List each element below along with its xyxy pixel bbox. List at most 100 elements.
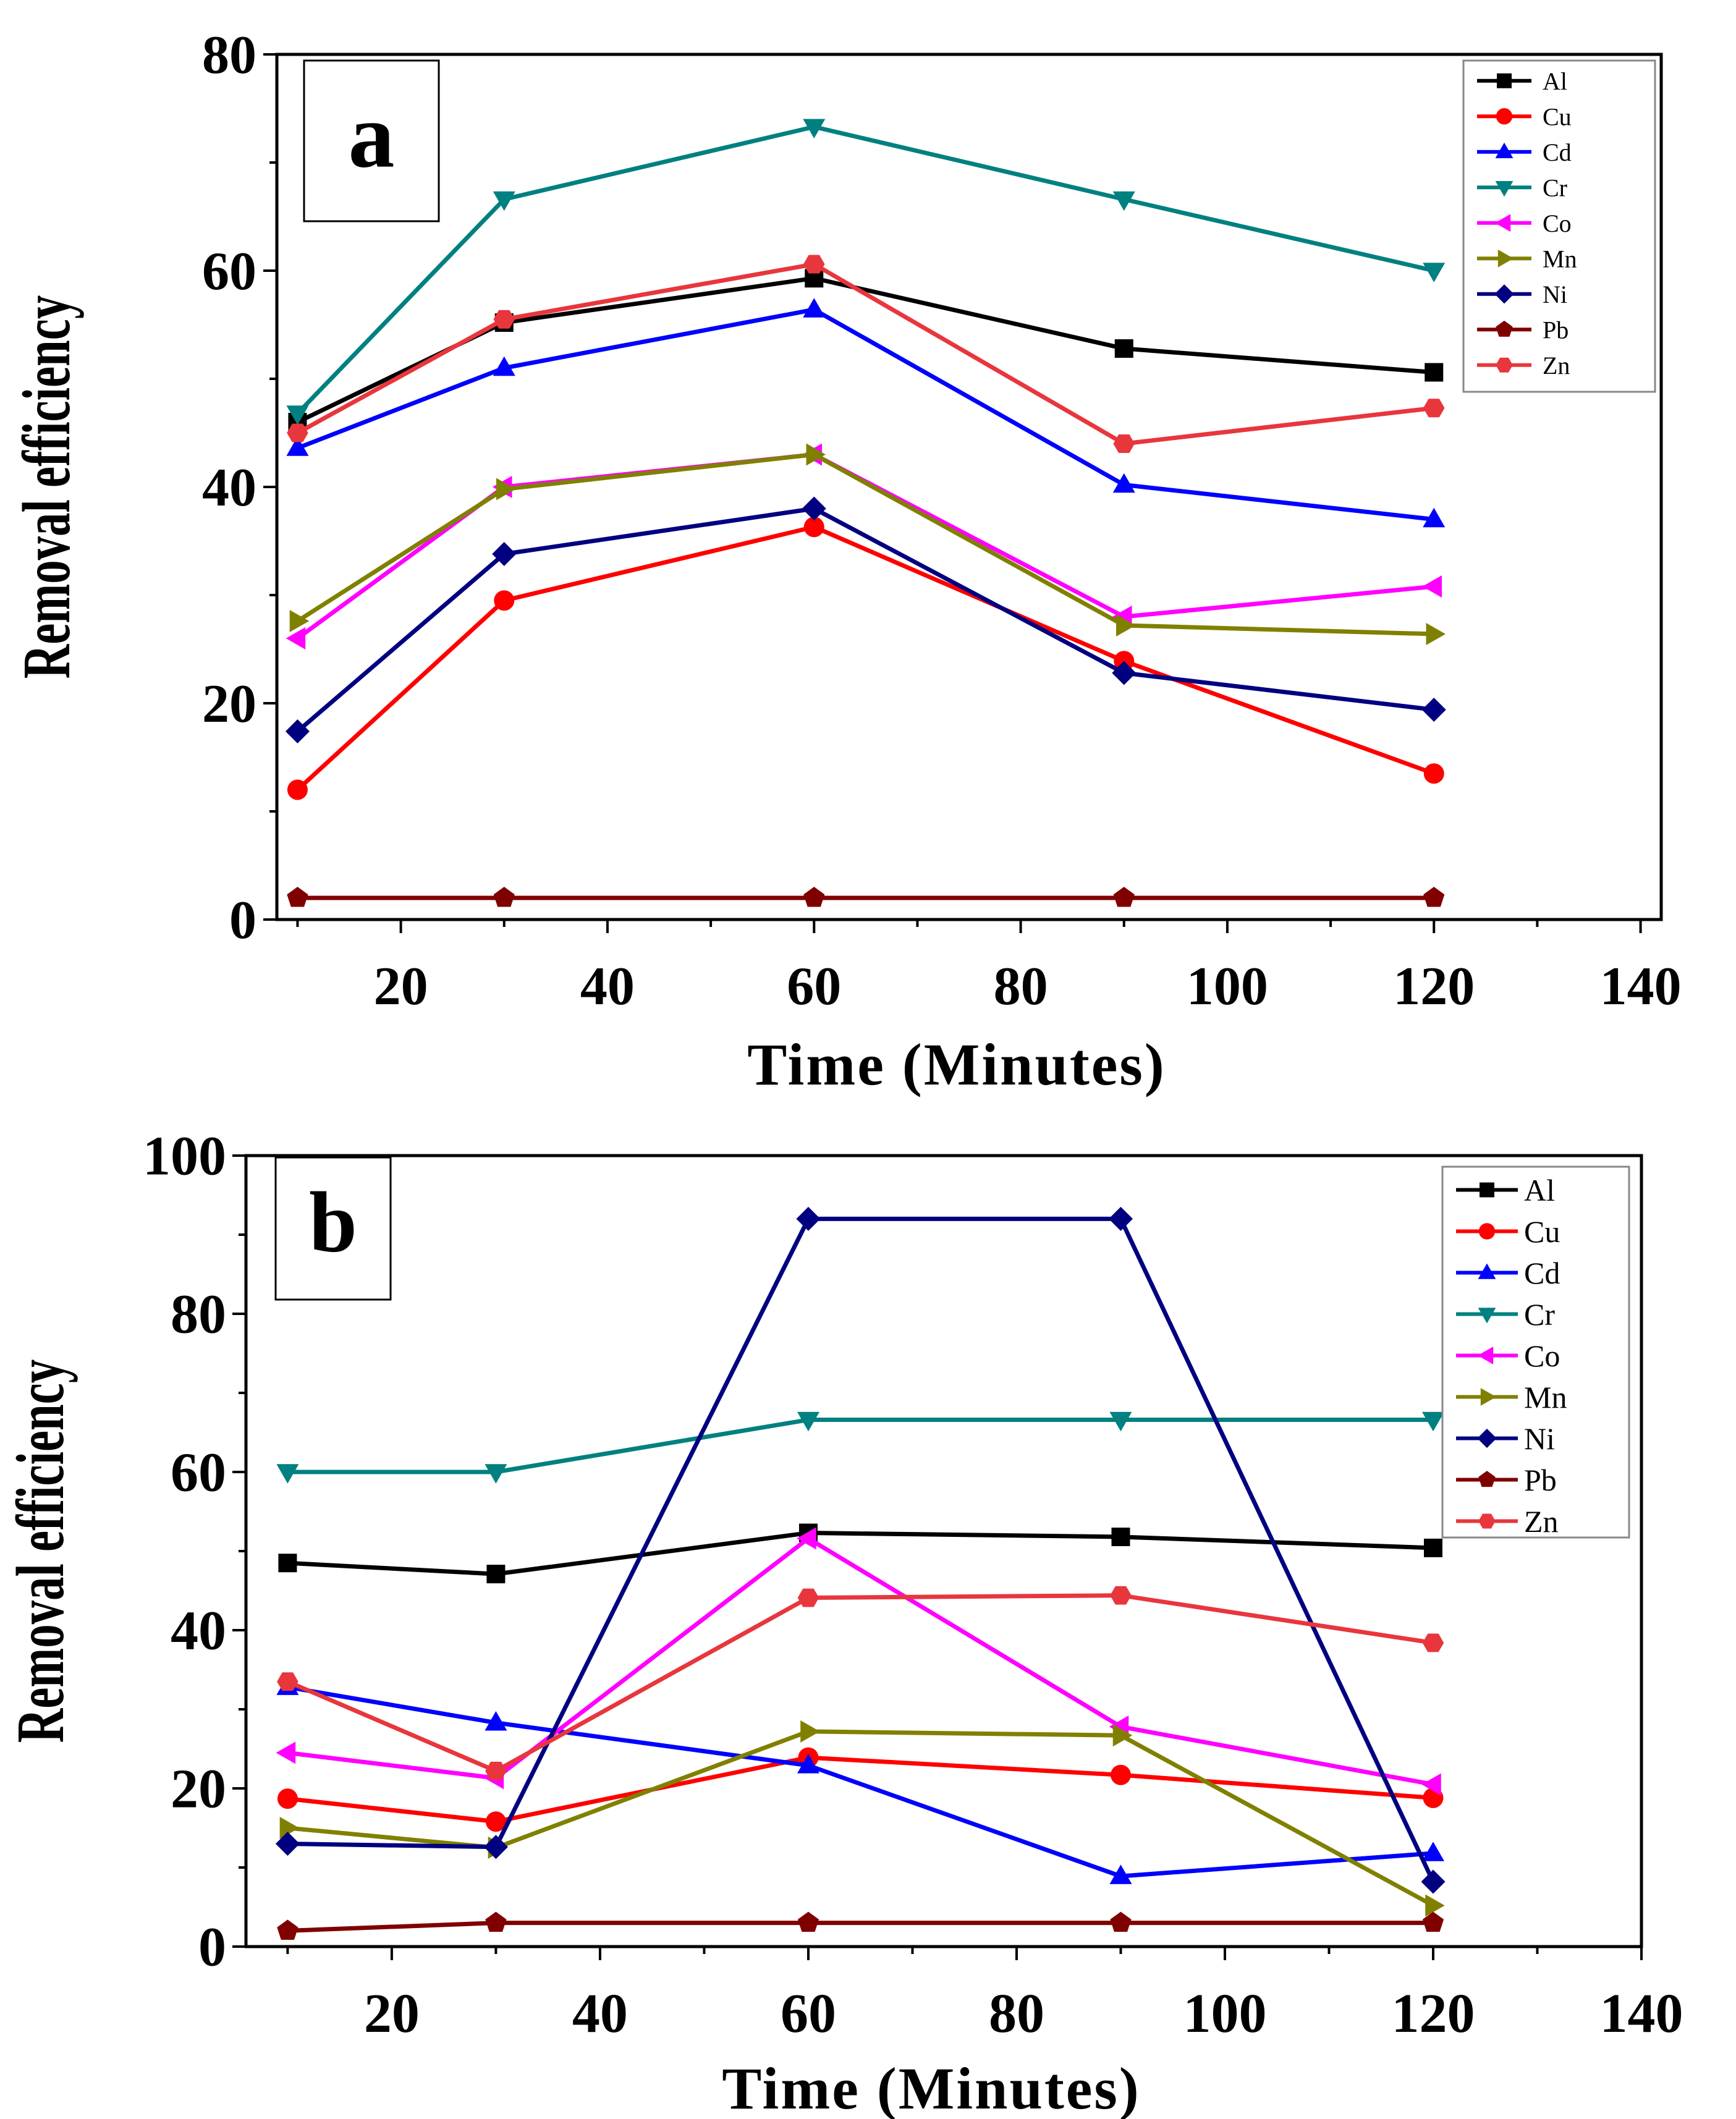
legend-marker [1480, 1182, 1494, 1198]
panel-label: a [349, 85, 395, 187]
data-point-cd [803, 298, 826, 318]
y-tick-label: 80 [171, 1284, 226, 1345]
data-point-ni [1421, 698, 1446, 722]
series-zn [277, 1586, 1444, 1780]
data-point-pb [1422, 1911, 1444, 1932]
y-axis-title: Removal efficiency [2, 1360, 78, 1743]
legend-marker [1494, 284, 1514, 304]
data-point-cr [1421, 1411, 1444, 1432]
x-tick-label: 20 [364, 1983, 420, 2044]
data-point-cr [1109, 1411, 1132, 1432]
data-point-cu [494, 590, 515, 611]
panel-label-box [303, 59, 440, 222]
data-point-mn [1112, 1724, 1133, 1747]
x-tick-label: 60 [781, 1983, 836, 2044]
legend-label: Al [1524, 1173, 1555, 1208]
legend-marker [1495, 142, 1514, 158]
data-point-al [278, 1554, 297, 1573]
legend-marker [1478, 1308, 1496, 1324]
legend-label: Zn [1524, 1504, 1559, 1539]
data-point-pb [1110, 1911, 1132, 1932]
data-point-cr [1112, 191, 1135, 211]
data-point-co [797, 1527, 816, 1550]
legend-label: Co [1524, 1339, 1560, 1373]
data-point-ni [1421, 1869, 1446, 1894]
data-point-mn [806, 443, 826, 466]
data-point-cr [493, 191, 515, 211]
x-tick-label: 40 [572, 1983, 628, 2044]
data-point-co [1421, 1773, 1441, 1796]
data-point-mn [1426, 623, 1446, 645]
x-tick-label: 120 [1391, 1983, 1475, 2044]
legend-label: Cr [1524, 1297, 1555, 1332]
data-point-zn [287, 423, 308, 442]
y-tick-label: 60 [202, 242, 256, 302]
series-ni [285, 496, 1446, 743]
y-tick-label: 20 [171, 1759, 226, 1820]
data-point-pb [1423, 887, 1445, 907]
data-point-ni [796, 1206, 821, 1231]
series-mn [289, 443, 1446, 645]
data-point-zn [485, 1761, 507, 1780]
legend-label: Ni [1543, 281, 1567, 308]
series-cr [276, 1411, 1444, 1484]
legend-marker [1478, 1347, 1494, 1364]
y-tick-label: 0 [198, 1917, 226, 1978]
x-tick-label: 80 [994, 957, 1048, 1017]
data-point-zn [1423, 399, 1445, 418]
series-zn [287, 255, 1445, 453]
data-point-zn [803, 255, 825, 274]
legend-marker [1477, 1428, 1497, 1449]
data-point-zn [797, 1588, 819, 1607]
data-point-cr [485, 1464, 507, 1484]
data-point-al [1425, 363, 1444, 382]
legend-label: Al [1543, 67, 1567, 95]
data-point-ni [1112, 661, 1137, 685]
legend-marker [1496, 108, 1513, 125]
legend-label: Mn [1543, 245, 1577, 273]
data-point-ni [275, 1832, 300, 1856]
data-point-cd [286, 436, 309, 456]
series-cu [287, 517, 1444, 800]
data-point-pb [803, 887, 825, 907]
legend-box [1441, 1165, 1630, 1539]
data-point-cr [1423, 263, 1446, 282]
data-point-ni [802, 496, 826, 521]
legend-label: Pb [1543, 316, 1569, 344]
data-point-mn [496, 478, 516, 501]
data-point-pb [493, 887, 515, 907]
data-point-cu [277, 1788, 298, 1809]
data-point-pb [797, 1911, 819, 1932]
data-point-pb [277, 1919, 299, 1940]
data-point-cr [276, 1464, 299, 1484]
data-point-pb [287, 887, 308, 907]
data-point-cr [286, 405, 309, 425]
data-point-cd [1109, 1864, 1132, 1884]
legend-marker [1495, 214, 1511, 232]
data-point-cd [493, 356, 515, 376]
legend-marker [1497, 73, 1512, 88]
data-point-zn [277, 1672, 299, 1691]
y-tick-label: 40 [202, 458, 256, 518]
x-axis-title: Time (Minutes) [747, 1031, 1166, 1098]
legend-label: Cu [1543, 103, 1572, 130]
data-point-ni [285, 719, 310, 743]
x-tick-label: 60 [787, 957, 841, 1017]
series-ni [275, 1206, 1446, 1894]
data-point-ni [483, 1835, 508, 1859]
legend-label: Cd [1543, 138, 1572, 166]
x-tick-label: 100 [1183, 1983, 1266, 2044]
x-tick-label: 120 [1393, 957, 1475, 1017]
y-tick-label: 40 [171, 1601, 226, 1662]
data-point-co [1422, 575, 1442, 598]
data-point-al [1114, 339, 1133, 358]
panel-label: b [309, 1175, 357, 1271]
data-point-mn [800, 1720, 820, 1743]
y-tick-label: 100 [143, 1126, 226, 1187]
data-point-zn [1110, 1586, 1132, 1605]
legend-marker [1478, 1513, 1496, 1529]
data-point-zn [1422, 1633, 1444, 1652]
y-tick-label: 80 [202, 25, 256, 85]
